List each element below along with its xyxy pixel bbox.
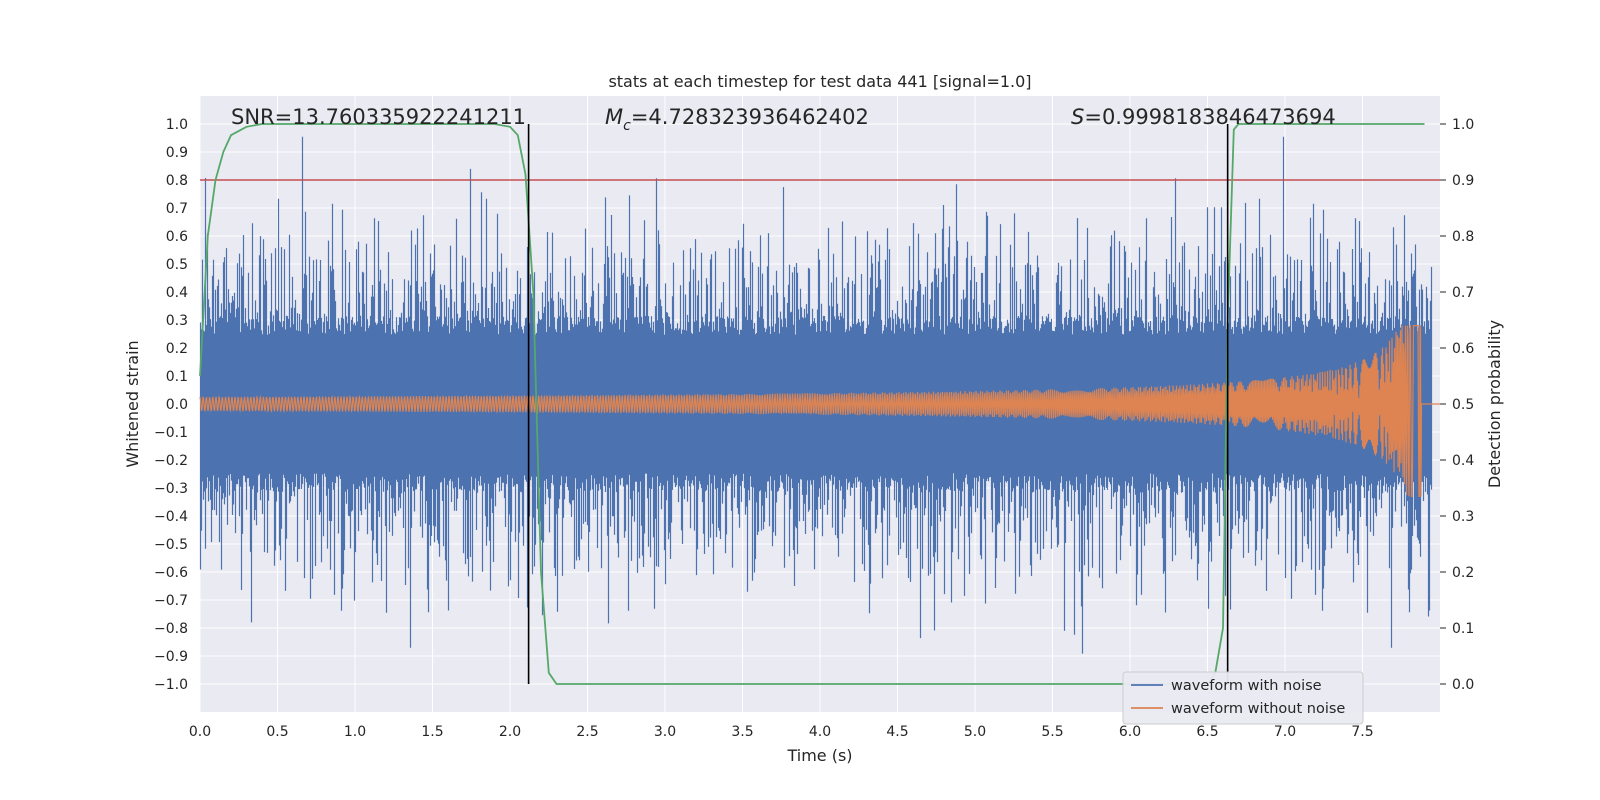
y-tick-label: 0.3 [166, 313, 188, 329]
y2-tick-label: 0.4 [1452, 453, 1474, 469]
x-tick-label: 3.5 [731, 724, 753, 740]
x-tick-label: 4.0 [809, 724, 831, 740]
y-tick-label: −0.8 [154, 621, 188, 637]
x-tick-label: 5.5 [1041, 724, 1063, 740]
y-tick-label: −0.6 [154, 565, 188, 581]
x-tick-label: 2.0 [499, 724, 521, 740]
s-annotation: S=0.9998183846473694 [1071, 105, 1336, 129]
y-tick-label: 0.9 [166, 145, 188, 161]
y-tick-label: −0.4 [154, 509, 188, 525]
y2-tick-label: 0.8 [1452, 229, 1474, 245]
y2-tick-label: 0.5 [1452, 397, 1474, 413]
y-tick-label: 0.6 [166, 229, 188, 245]
x-tick-label: 7.5 [1351, 724, 1373, 740]
y2-tick-label: 0.2 [1452, 565, 1474, 581]
x-axis-label: Time (s) [786, 746, 852, 765]
mc-symbol: M [605, 105, 623, 129]
snr-annotation: SNR=13.760335922241211 [231, 105, 526, 129]
legend-box [1122, 671, 1364, 725]
y-tick-label: 0.8 [166, 173, 188, 189]
y-tick-label: −0.3 [154, 481, 188, 497]
vertical-markers [527, 124, 1229, 684]
mc-subscript: c [623, 118, 631, 134]
y-tick-label: 0.0 [166, 397, 188, 413]
legend: waveform with noise waveform without noi… [1122, 671, 1364, 725]
x-tick-label: 7.0 [1274, 724, 1296, 740]
legend-label-clean: waveform without noise [1171, 701, 1345, 717]
y2-axis-label: Detection probability [1485, 320, 1504, 488]
y2-tick-label: 0.6 [1452, 341, 1474, 357]
x-tick-label: 2.5 [576, 724, 598, 740]
series-waveform-without-noise [199, 325, 1440, 497]
y-tick-label: 0.7 [166, 201, 188, 217]
x-tick-label: 6.5 [1196, 724, 1218, 740]
chart-title: stats at each timestep for test data 441… [608, 72, 1031, 91]
y2-tick-label: 0.3 [1452, 509, 1474, 525]
x-tick-label: 0.5 [266, 724, 288, 740]
y-tick-label: 0.4 [166, 285, 188, 301]
s-symbol: S [1071, 105, 1084, 129]
y-tick-label: 0.5 [166, 257, 188, 273]
y-tick-label: −1.0 [154, 677, 188, 693]
mc-value: =4.728323936462402 [631, 105, 869, 129]
x-tick-label: 1.5 [421, 724, 443, 740]
x-tick-label: 1.0 [344, 724, 366, 740]
mc-annotation: Mc=4.728323936462402 [605, 105, 869, 134]
legend-label-noise: waveform with noise [1171, 678, 1322, 694]
y2-tick-label: 0.7 [1452, 285, 1474, 301]
y-tick-label: 1.0 [166, 117, 188, 133]
axis-ticks: 0.0 0.5 1.0 1.5 2.0 2.5 3.0 3.5 4.0 4.5 5.0 5.5 6.0 6… [154, 117, 1474, 740]
s-value: =0.9998183846473694 [1084, 105, 1335, 129]
x-tick-label: 3.0 [654, 724, 676, 740]
y-tick-label: −0.1 [154, 425, 188, 441]
x-tick-label: 5.0 [964, 724, 986, 740]
y2-tick-label: 0.1 [1452, 621, 1474, 637]
y-tick-label: −0.2 [154, 453, 188, 469]
y-tick-label: −0.5 [154, 537, 188, 553]
x-tick-label: 4.5 [886, 724, 908, 740]
x-tick-label: 0.0 [189, 724, 211, 740]
y-axis-label: Whitened strain [123, 340, 142, 467]
y-tick-label: 0.2 [166, 341, 188, 357]
x-tick-label: 6.0 [1119, 724, 1141, 740]
y2-tick-label: 0.9 [1452, 173, 1474, 189]
y2-tick-label: 1.0 [1452, 117, 1474, 133]
y-tick-label: −0.9 [154, 649, 188, 665]
y-tick-label: −0.7 [154, 593, 188, 609]
chirp-trace [199, 325, 1440, 497]
y-tick-label: 0.1 [166, 369, 188, 385]
y2-tick-label: 0.0 [1452, 677, 1474, 693]
